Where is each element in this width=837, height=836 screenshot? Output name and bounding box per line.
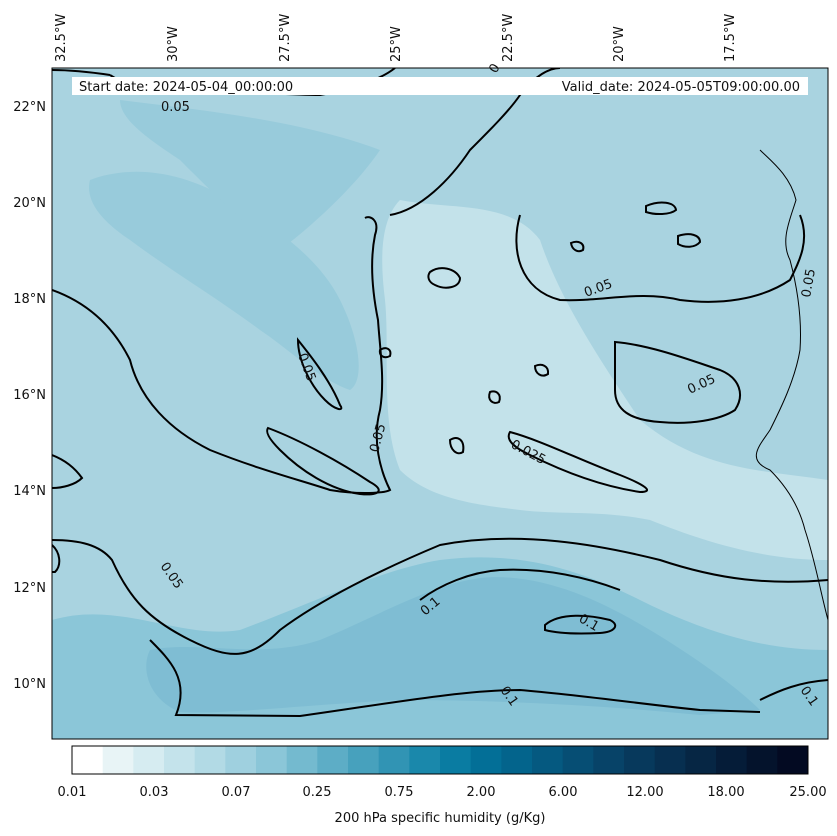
lon-label-25w: 25°W: [389, 26, 404, 62]
contour-west-edge: [52, 454, 84, 489]
colorbar-cell: [348, 746, 380, 774]
colorbar-cell: [164, 746, 196, 774]
valid-date-text: Valid_date: 2024-05-05T09:00:00.00: [562, 80, 800, 95]
contour-island-a: [427, 267, 462, 289]
lon-label-22-5w: 22.5°W: [501, 14, 516, 62]
colorbar-tick-label: 2.00: [467, 785, 496, 800]
start-date-text: Start date: 2024-05-04_00:00:00: [79, 80, 293, 95]
contour-west-edge-b: [52, 544, 61, 573]
colorbar-cell: [532, 746, 564, 774]
colorbar-cell: [685, 746, 717, 774]
colorbar-ticks: 0.01 0.03 0.07 0.25 0.75 2.00 6.00 12.00…: [58, 785, 827, 800]
colorbar: 0.01 0.03 0.07 0.25 0.75 2.00 6.00 12.00…: [58, 745, 827, 826]
colorbar-cell: [317, 746, 349, 774]
colorbar-tick-label: 25.00: [789, 785, 826, 800]
colorbar-cell: [286, 746, 318, 774]
humidity-upper-band: [120, 100, 380, 250]
colorbar-cell: [256, 746, 288, 774]
contour-east-005: [614, 340, 741, 424]
colorbar-tick-label: 0.25: [303, 785, 332, 800]
contour-island-g: [488, 390, 501, 404]
lat-label-10n: 10°N: [13, 677, 46, 692]
contour-narrow-005: [266, 426, 380, 496]
colorbar-cell: [440, 746, 472, 774]
colorbar-cell: [501, 746, 533, 774]
colorbar-tick-label: 0.75: [385, 785, 414, 800]
lon-label-27-5w: 27.5°W: [278, 14, 293, 62]
contour-island-c: [677, 233, 702, 248]
header-box: [72, 77, 808, 95]
contour-label: 0.05: [799, 268, 819, 299]
lat-label-16n: 16°N: [13, 388, 46, 403]
contour-plume-005: [296, 337, 343, 411]
contour-island-b: [645, 201, 678, 216]
colorbar-cell: [562, 746, 594, 774]
contour-label: 0.05: [367, 422, 389, 454]
humidity-south-core: [146, 577, 760, 715]
colorbar-cell: [470, 746, 502, 774]
colorbar-title: 200 hPa specific humidity (g/Kg): [335, 811, 546, 826]
contour-ne-005: [515, 214, 806, 303]
contour-island-d: [569, 240, 585, 253]
contour-inner-01: [544, 614, 617, 635]
contour-inner-01b: [419, 568, 621, 601]
contour-south-01: [149, 639, 761, 718]
coastline: [755, 149, 828, 621]
contour-southeast-01: [759, 679, 828, 701]
contour-west-005: [52, 216, 392, 494]
colorbar-tick-label: 0.07: [222, 785, 251, 800]
lat-label-12n: 12°N: [13, 581, 46, 596]
map-frame: [51, 67, 829, 740]
colorbar-tick-label: 18.00: [707, 785, 744, 800]
contour-0025: [507, 430, 648, 494]
colorbar-cell: [72, 746, 104, 774]
colorbar-cell: [593, 746, 625, 774]
lon-label-20w: 20°W: [612, 26, 627, 62]
lat-label-22n: 22°N: [13, 100, 46, 115]
colorbar-cell: [378, 746, 410, 774]
contour-cape-verde-005: [52, 537, 828, 655]
contour-label: 0.05: [161, 100, 190, 115]
lat-label-18n: 18°N: [13, 292, 46, 307]
humidity-light-region: [382, 200, 828, 560]
longitude-labels: 32.5°W 30°W 27.5°W 25°W 22.5°W 20°W 17.5…: [54, 14, 738, 62]
colorbar-cell: [102, 746, 134, 774]
lon-label-17-5w: 17.5°W: [723, 14, 738, 62]
colorbar-cell: [654, 746, 686, 774]
contour-island-h: [378, 347, 392, 359]
contour-island-f: [448, 437, 465, 455]
colorbar-tick-label: 0.01: [58, 785, 87, 800]
humidity-nw-plume: [89, 171, 359, 390]
colorbar-cell: [716, 746, 748, 774]
colorbar-cells: [72, 746, 809, 774]
lat-label-20n: 20°N: [13, 196, 46, 211]
contour-nw-corner: [52, 69, 111, 76]
lon-label-32-5w: 32.5°W: [54, 14, 69, 62]
contour-island-e: [533, 363, 550, 377]
colorbar-cell: [777, 746, 809, 774]
colorbar-cell: [624, 746, 656, 774]
colorbar-cell: [225, 746, 257, 774]
map-panel: [52, 68, 828, 739]
colorbar-frame: [71, 745, 809, 775]
lat-label-14n: 14°N: [13, 484, 46, 499]
colorbar-cell: [194, 746, 226, 774]
colorbar-tick-label: 0.03: [140, 785, 169, 800]
colorbar-tick-label: 6.00: [549, 785, 578, 800]
colorbar-cell: [133, 746, 165, 774]
colorbar-cell: [409, 746, 441, 774]
colorbar-tick-label: 12.00: [626, 785, 663, 800]
latitude-labels: 22°N 20°N 18°N 16°N 14°N 12°N 10°N: [13, 100, 46, 692]
colorbar-cell: [746, 746, 778, 774]
lon-label-30w: 30°W: [166, 26, 181, 62]
